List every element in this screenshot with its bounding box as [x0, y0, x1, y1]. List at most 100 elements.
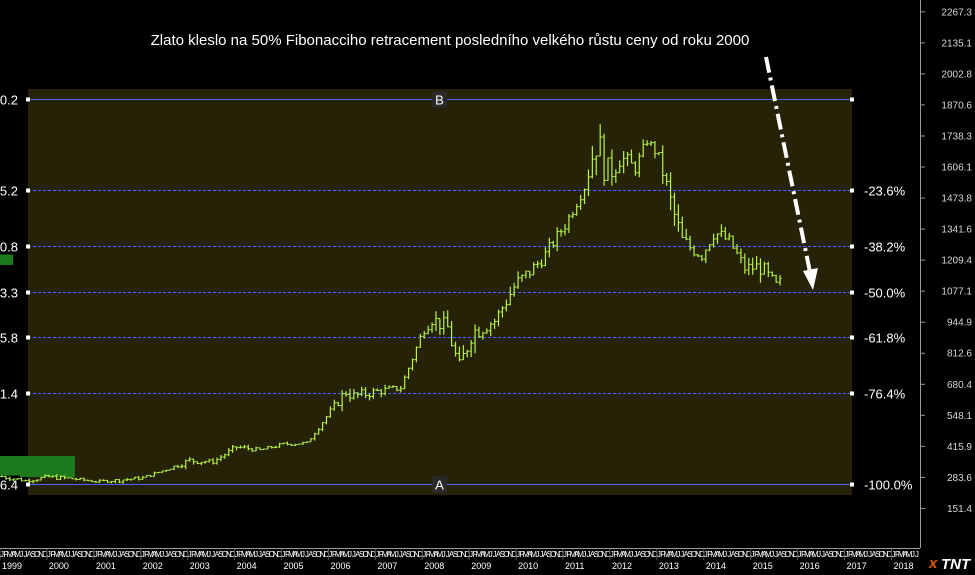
- y-tick-label: 2135.1: [941, 38, 972, 49]
- y-tick-label: 283.6: [947, 473, 972, 484]
- fib-ratio-label: -50.0%: [864, 286, 906, 301]
- month-tick-label: J: [164, 550, 168, 559]
- month-tick-label: J: [94, 550, 98, 559]
- year-tick-label: 2006: [330, 561, 350, 571]
- month-tick-label: A: [574, 550, 580, 559]
- month-tick-label: N: [273, 550, 279, 559]
- month-tick-label: A: [308, 550, 314, 559]
- year-tick-label: 2003: [190, 561, 210, 571]
- month-tick-label: J: [0, 550, 4, 559]
- month-tick-label: J: [751, 550, 755, 559]
- fib-left-label: 0.8: [0, 240, 18, 255]
- month-tick-label: J: [20, 550, 24, 559]
- month-tick-label: M: [100, 550, 107, 559]
- fib-left-label: 0.2: [0, 93, 18, 108]
- month-tick-label: A: [777, 550, 783, 559]
- y-tick-label: 2002.8: [941, 69, 972, 80]
- month-tick-label: O: [503, 550, 509, 559]
- month-tick-label: D: [746, 550, 752, 559]
- month-tick-label: N: [789, 550, 795, 559]
- month-tick-label: J: [704, 550, 708, 559]
- month-tick-label: J: [395, 550, 399, 559]
- y-tick-label: 1606.1: [941, 163, 972, 174]
- month-tick-label: D: [558, 550, 564, 559]
- price-axis: 2267.3 2135.1 2002.8 1870.6 1738.3 1606.1 1473…: [920, 7, 972, 515]
- month-tick-label: O: [316, 550, 322, 559]
- fib-left-label: 6.4: [0, 478, 18, 493]
- month-tick-label: J: [911, 550, 915, 559]
- month-tick-label: S: [828, 550, 833, 559]
- month-tick-label: F: [707, 550, 712, 559]
- price-bars: [0, 124, 782, 484]
- month-tick-label: J: [770, 550, 774, 559]
- month-tick-label: A: [339, 550, 345, 559]
- month-tick-label: A: [246, 550, 252, 559]
- month-tick-label: F: [801, 550, 806, 559]
- month-tick-label: S: [687, 550, 692, 559]
- month-tick-label: A: [199, 550, 205, 559]
- month-tick-label: A: [809, 550, 815, 559]
- year-tick-label: 1999: [2, 561, 22, 571]
- month-tick-label: J: [629, 550, 633, 559]
- month-tick-label: J: [727, 550, 731, 559]
- month-tick-label: M: [898, 550, 905, 559]
- chart-title: Zlato kleslo na 50% Fibonacciho retracem…: [151, 32, 750, 49]
- month-tick-label: J: [774, 550, 778, 559]
- month-tick-label: F: [379, 550, 384, 559]
- month-tick-label: M: [859, 550, 866, 559]
- month-tick-label: S: [406, 550, 411, 559]
- y-tick-label: 1077.1: [941, 287, 972, 298]
- month-tick-label: F: [238, 550, 243, 559]
- month-tick-label: N: [695, 550, 701, 559]
- month-tick-label: J: [821, 550, 825, 559]
- month-tick-label: M: [671, 550, 678, 559]
- month-tick-label: D: [605, 550, 611, 559]
- month-tick-label: N: [179, 550, 185, 559]
- month-tick-label: A: [105, 550, 111, 559]
- month-tick-label: S: [31, 550, 36, 559]
- fib-left-label-bg: [0, 384, 20, 402]
- month-tick-label: S: [77, 550, 82, 559]
- month-tick-label: A: [167, 550, 173, 559]
- month-tick-label: J: [493, 550, 497, 559]
- month-tick-label: M: [155, 550, 162, 559]
- fib-handle-right: [850, 482, 854, 487]
- y-tick-label: 2267.3: [941, 7, 972, 18]
- month-tick-label: A: [668, 550, 674, 559]
- month-tick-label: S: [218, 550, 223, 559]
- fib-handle-left: [26, 97, 30, 102]
- month-tick-label: M: [710, 550, 717, 559]
- month-tick-label: A: [27, 550, 33, 559]
- month-tick-label: M: [382, 550, 389, 559]
- month-tick-label: O: [128, 550, 134, 559]
- month-tick-label: M: [663, 550, 670, 559]
- month-tick-label: N: [38, 550, 44, 559]
- month-tick-label: N: [320, 550, 326, 559]
- y-tick-label: 1473.8: [941, 194, 972, 205]
- year-tick-label: 2012: [612, 561, 632, 571]
- year-tick-label: 2002: [143, 561, 163, 571]
- fib-left-label: 1.4: [0, 387, 18, 402]
- fib-anchor-bg: [432, 91, 447, 108]
- month-tick-label: S: [453, 550, 458, 559]
- month-tick-label: M: [530, 550, 537, 559]
- fib-left-label-bg: [0, 328, 20, 346]
- month-tick-label: M: [569, 550, 576, 559]
- year-tick-label: 2013: [659, 561, 679, 571]
- fib-anchor-label: B: [435, 93, 444, 108]
- month-tick-label: F: [613, 550, 618, 559]
- month-tick-label: A: [293, 550, 299, 559]
- fib-ratio-label: -38.2%: [864, 240, 906, 255]
- month-tick-label: N: [742, 550, 748, 559]
- month-tick-label: J: [113, 550, 117, 559]
- tnt-logo: x TNT: [922, 552, 975, 575]
- month-tick-label: N: [883, 550, 889, 559]
- month-tick-label: M: [288, 550, 295, 559]
- month-tick-label: A: [621, 550, 627, 559]
- month-tick-label: F: [285, 550, 290, 559]
- month-tick-label: M: [906, 550, 913, 559]
- month-tick-label: O: [644, 550, 650, 559]
- year-tick-label: 2008: [424, 561, 444, 571]
- month-tick-label: J: [657, 550, 661, 559]
